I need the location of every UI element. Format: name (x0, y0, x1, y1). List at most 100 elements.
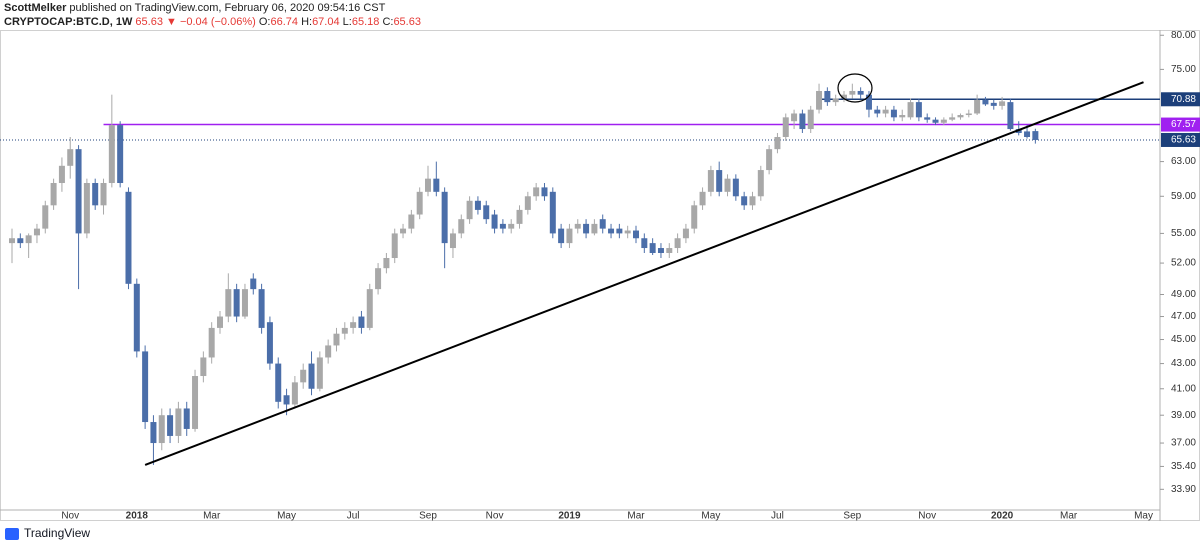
candle-body (266, 322, 273, 364)
candle-body (766, 149, 773, 171)
candle-body (899, 115, 906, 118)
candle-body (558, 228, 565, 244)
candle-body (732, 178, 739, 197)
candle-body (183, 408, 190, 429)
y-tick-label: 47.00 (1171, 311, 1196, 322)
symbol: CRYPTOCAP:BTC.D, 1W (4, 16, 133, 28)
candle-body (566, 228, 573, 244)
candle-body (283, 395, 290, 405)
candle-body (100, 183, 107, 206)
candle-body (300, 369, 307, 383)
candle-body (125, 191, 132, 284)
candle-body (42, 205, 49, 229)
candle-body (33, 228, 40, 236)
candle-body (208, 327, 215, 358)
candle-body (150, 422, 157, 444)
candle-body (682, 228, 689, 239)
candle-body (741, 196, 748, 206)
price-tag-label: 67.57 (1171, 119, 1196, 130)
candle-body (483, 205, 490, 220)
candle-body (774, 136, 781, 150)
candle-body (341, 327, 348, 334)
candle-body (75, 149, 82, 234)
y-tick-label: 55.00 (1171, 228, 1196, 239)
candle-body (541, 187, 548, 197)
x-tick-label: Mar (627, 511, 645, 522)
x-tick-label: Nov (918, 511, 936, 522)
candle-body (724, 178, 731, 192)
x-tick-label: Sep (843, 511, 861, 522)
y-tick-label: 59.00 (1171, 191, 1196, 202)
y-tick-label: 63.00 (1171, 156, 1196, 167)
price-tag-label: 65.63 (1171, 135, 1196, 146)
candle-body (466, 200, 473, 220)
x-tick-label: Nov (61, 511, 79, 522)
candle-body (649, 243, 656, 253)
candle-body (250, 278, 257, 290)
y-tick-label: 49.00 (1171, 289, 1196, 300)
candle-body (857, 90, 864, 95)
candle-body (782, 117, 789, 137)
candle-body (624, 230, 631, 234)
candle-body (599, 219, 606, 229)
candle-body (58, 165, 65, 184)
plot: 80.00 75.00 63.00 59.00 55.00 52.00 49.00 47.00… (0, 30, 1200, 522)
price-tag (1161, 132, 1200, 147)
quote-value: 65.18 (352, 16, 380, 28)
candle-body (816, 90, 823, 110)
quote-value: 65.63 (393, 16, 421, 28)
candle-body (924, 117, 931, 120)
y-tick-label: 43.00 (1171, 358, 1196, 369)
candle-body (458, 219, 465, 234)
quote-label: C: (382, 16, 393, 28)
candle-body (350, 322, 357, 328)
y-tick-label: 41.00 (1171, 383, 1196, 394)
candle-body (158, 415, 165, 444)
candle-body (583, 223, 590, 234)
candle-body (957, 115, 964, 118)
candle-body (757, 170, 764, 197)
candle-body (949, 117, 956, 120)
candle-body (225, 289, 232, 317)
candle-body (192, 376, 199, 429)
x-tick-label: May (701, 511, 720, 522)
candle-body (990, 102, 997, 106)
x-tick-label: 2020 (991, 511, 1014, 522)
candle-body (316, 357, 323, 389)
footer-logo: TradingView (5, 526, 90, 540)
author: ScottMelker (4, 2, 67, 14)
candle-body (633, 230, 639, 239)
candle-body (799, 113, 806, 130)
candle-body (358, 316, 365, 328)
candle-body (383, 258, 390, 269)
candle-body (275, 363, 282, 402)
candle-body (50, 183, 57, 206)
candle-body (400, 228, 407, 234)
y-tick-label: 45.00 (1171, 334, 1196, 345)
candle-body (841, 94, 847, 99)
candle-body (474, 200, 481, 210)
header-line-1: ScottMelker published on TradingView.com… (4, 2, 386, 14)
candle-body (824, 90, 831, 103)
candle-body (1007, 102, 1014, 130)
quote-value: 67.04 (312, 16, 340, 28)
candle-body (533, 187, 540, 197)
candle-body (83, 183, 90, 234)
trendline (144, 81, 1144, 466)
candle-body (915, 102, 922, 118)
candle-body (375, 268, 382, 290)
candle-body (691, 205, 698, 229)
candle-body (716, 170, 723, 192)
candle-body (666, 248, 673, 253)
candle-body (233, 289, 240, 317)
quote-label: H: (301, 16, 312, 28)
candle-body (408, 214, 415, 229)
candle-body (657, 248, 664, 253)
candle-body (516, 209, 523, 224)
y-tick-label: 39.00 (1171, 410, 1196, 421)
candle-body (882, 109, 889, 114)
candle-body (707, 170, 714, 192)
y-tick-label: 52.00 (1171, 258, 1196, 269)
